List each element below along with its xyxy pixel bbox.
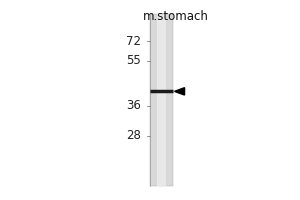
Text: 55: 55: [127, 54, 141, 67]
Text: 28: 28: [127, 129, 141, 142]
FancyBboxPatch shape: [6, 4, 294, 196]
Text: 36: 36: [127, 99, 141, 112]
Polygon shape: [175, 88, 184, 95]
FancyBboxPatch shape: [150, 14, 173, 186]
FancyBboxPatch shape: [157, 14, 166, 186]
Text: 72: 72: [126, 35, 141, 48]
Text: m.stomach: m.stomach: [143, 10, 209, 23]
